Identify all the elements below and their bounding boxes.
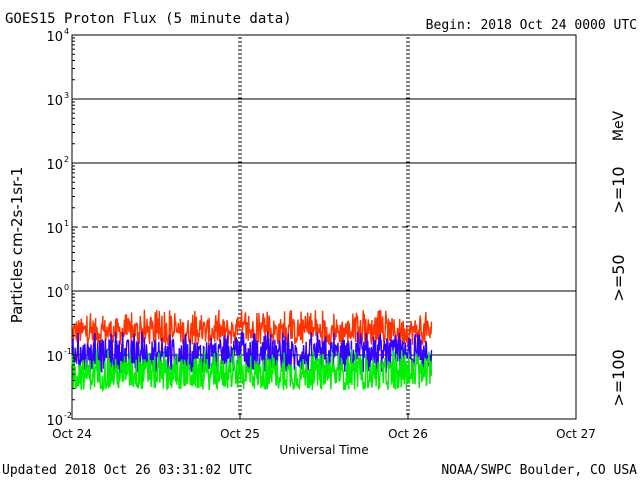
legend-unit: MeV [611,110,627,141]
x-tick-label: Oct 27 [556,427,596,441]
x-tick-label: Oct 25 [220,427,260,441]
y-tick-base: 10 [46,222,63,237]
y-tick-base: 10 [46,350,63,365]
y-tick-label: 10 2 [46,155,69,173]
x-tick-label: Oct 26 [388,427,428,441]
y-tick-base: 10 [46,158,63,173]
updated-timestamp: Updated 2018 Oct 26 03:31:02 UTC [2,463,252,478]
series-line-0 [71,309,433,347]
y-tick-exponent: -1 [64,347,72,356]
y-tick-base: 10 [46,286,63,301]
legend-item-ge10: >=10 [609,166,628,213]
y-tick-base: 10 [46,30,63,45]
y-tick-exponent: 0 [64,283,69,292]
x-tick-label: Oct 24 [52,427,92,441]
legend-item-ge50: >=50 [609,254,628,301]
x-axis-title: Universal Time [279,443,368,457]
y-tick-exponent: 2 [64,155,69,164]
y-tick-base: 10 [46,414,63,429]
y-tick-label: 10 1 [46,219,69,237]
y-tick-base: 10 [46,94,63,109]
y-tick-exponent: 3 [64,91,69,100]
y-tick-exponent: -2 [64,411,72,420]
series-layer [71,309,433,393]
y-tick-label: 10 -2 [46,411,72,429]
chart-title: GOES15 Proton Flux (5 minute data) [5,11,292,27]
y-tick-label: 10 0 [46,283,69,301]
gridlines [72,98,576,356]
credit-text: NOAA/SWPC Boulder, CO USA [441,463,637,478]
y-tick-label: 10 4 [46,27,69,45]
y-tick-exponent: 1 [64,219,69,228]
legend-item-ge100: >=100 [609,349,628,406]
series-line-2 [71,349,433,393]
x-axis: Oct 24 Oct 25 Oct 26 Oct 27 [52,413,596,441]
y-tick-exponent: 4 [64,27,69,36]
begin-date: Begin: 2018 Oct 24 0000 UTC [426,18,637,33]
y-tick-label: 10 3 [46,91,69,109]
y-axis-title: Particles cm-2s-1sr-1 [8,167,26,324]
y-tick-label: 10 -1 [46,347,72,365]
